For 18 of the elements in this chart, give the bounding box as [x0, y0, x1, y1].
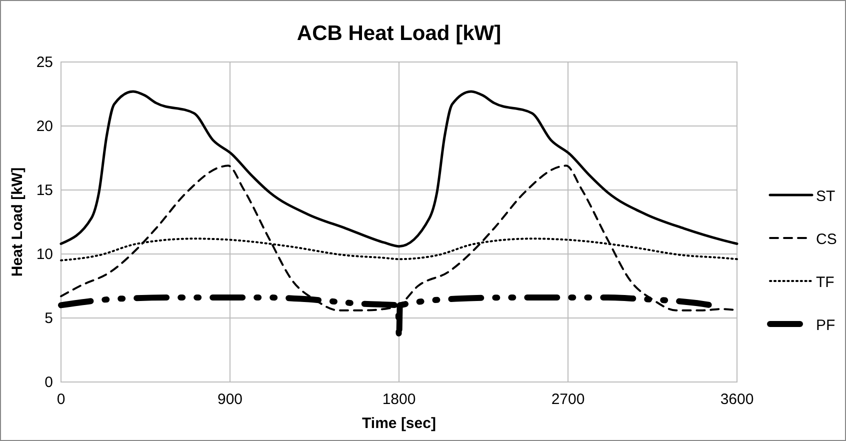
y-tick-label: 15	[36, 182, 53, 199]
y-tick-label: 0	[44, 374, 53, 391]
x-axis-title: Time [sec]	[362, 415, 436, 432]
x-tick-label: 2700	[551, 391, 585, 408]
y-tick-label: 10	[36, 246, 53, 263]
y-tick-label: 25	[36, 54, 53, 71]
y-axis-title: Heat Load [kW]	[9, 167, 26, 277]
x-tick-label: 0	[56, 391, 66, 408]
legend-label: TF	[816, 274, 834, 291]
x-tick-label: 3600	[720, 391, 754, 408]
x-tick-label: 900	[217, 391, 243, 408]
y-tick-label: 20	[36, 118, 53, 135]
x-tick-label: 1800	[382, 391, 416, 408]
chart-title: ACB Heat Load [kW]	[296, 22, 502, 45]
legend-label: PF	[816, 317, 836, 334]
legend-label: ST	[816, 188, 836, 205]
legend-label: CS	[816, 231, 837, 248]
y-tick-label: 5	[44, 310, 53, 327]
